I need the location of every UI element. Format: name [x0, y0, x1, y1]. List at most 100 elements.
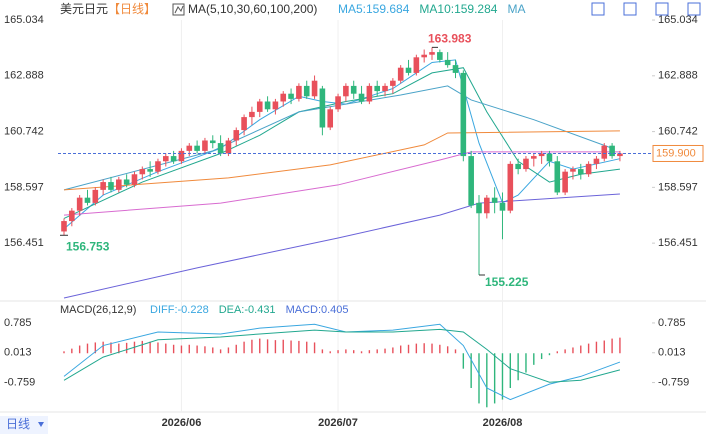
candle-body: [139, 169, 146, 175]
high-annotation: 163.983: [428, 32, 472, 46]
candle-body: [593, 158, 600, 164]
line: [63, 323, 621, 401]
candle-body: [162, 156, 169, 162]
candle-body: [421, 54, 427, 58]
candle-body: [538, 153, 545, 157]
candle-body: [484, 197, 490, 214]
tool-button[interactable]: [623, 2, 637, 16]
low-annotation: 155.225: [485, 275, 529, 289]
candle-body: [108, 182, 114, 190]
y-tick-label: 0.013: [658, 347, 686, 359]
y-tick-label: 165.034: [658, 14, 698, 26]
candle-body: [366, 85, 373, 102]
line: [63, 59, 621, 230]
candle-body: [546, 153, 553, 162]
candle-body: [343, 85, 349, 97]
candle-body: [61, 221, 67, 232]
candle-body: [225, 140, 232, 154]
candle-body: [155, 161, 161, 172]
candle-body: [444, 59, 451, 66]
candle-body: [429, 52, 435, 55]
tool-button[interactable]: [687, 2, 701, 16]
candle-body: [499, 202, 506, 211]
candle-body: [491, 197, 498, 203]
candle-body: [460, 72, 467, 157]
tool-button[interactable]: [655, 2, 669, 16]
candle-body: [397, 67, 404, 81]
line: [63, 151, 620, 216]
candle-body: [554, 161, 561, 193]
candle-body: [303, 85, 310, 97]
period-tab[interactable]: 日线: [0, 416, 48, 434]
candle-body: [296, 85, 302, 99]
period: 【日线】: [108, 2, 156, 16]
candle-body: [382, 85, 388, 92]
candle-body: [100, 182, 106, 190]
candle-body: [562, 171, 568, 193]
low-annotation: 156.753: [66, 239, 110, 253]
candle-body: [319, 88, 326, 128]
candle-body: [131, 174, 138, 185]
candle-body: [476, 202, 482, 214]
y-tick-label: 158.597: [4, 181, 44, 193]
candle-body: [437, 52, 443, 60]
y-tick-label: -0.759: [658, 376, 689, 388]
candle-body: [116, 179, 122, 190]
current-price-box: [652, 144, 704, 162]
candle-body: [217, 143, 224, 154]
candle-body: [601, 145, 608, 159]
legend-entry: MA5:159.684: [338, 2, 410, 16]
candle-body: [523, 158, 529, 170]
candle-body: [358, 93, 365, 102]
candle-body: [280, 93, 287, 102]
period-tab-label: 日线: [6, 417, 30, 431]
legend-entry: MA: [507, 2, 525, 16]
candle-body: [452, 65, 459, 73]
candle-body: [390, 80, 396, 86]
x-tick-label: 2026/08: [483, 417, 523, 429]
candle-body: [123, 179, 130, 185]
legend-entry: MA10:159.284: [419, 2, 497, 16]
candle-body: [194, 145, 200, 151]
y-tick-label: 162.888: [4, 70, 44, 82]
candle-body: [507, 163, 514, 211]
line: [63, 67, 620, 219]
indicator-icon[interactable]: [172, 3, 185, 16]
y-tick-label: 160.742: [4, 126, 44, 138]
candle-body: [202, 140, 208, 151]
candle-body: [350, 85, 357, 94]
candle-body: [264, 101, 271, 110]
candle-body: [186, 145, 193, 151]
y-tick-label: 0.785: [658, 317, 686, 329]
y-tick-label: 156.451: [658, 237, 698, 249]
toolbar: [591, 2, 701, 16]
candle-body: [147, 169, 153, 172]
macd-title: MACD(26,12,9): [60, 304, 136, 316]
candle-body: [272, 101, 279, 110]
candle-body: [335, 96, 341, 110]
tool-button[interactable]: [591, 2, 605, 16]
y-tick-label: 0.785: [4, 317, 32, 329]
candle-body: [233, 130, 240, 141]
candle-body: [288, 93, 294, 99]
legend-entry: MACD:0.405: [286, 304, 349, 316]
candle-body: [515, 163, 521, 170]
symbol-title: 美元日元: [60, 2, 108, 16]
x-tick-label: 2026/06: [162, 417, 202, 429]
legend-entry: DIFF:-0.228: [150, 304, 209, 316]
candle-body: [209, 140, 216, 144]
candle-body: [249, 111, 255, 118]
candle-body: [405, 67, 412, 73]
y-tick-label: -0.759: [4, 376, 35, 388]
candle-body: [413, 57, 420, 73]
candle-body: [311, 80, 318, 97]
candle-body: [570, 169, 576, 172]
y-tick-label: 162.888: [658, 70, 698, 82]
candle-body: [170, 156, 177, 162]
y-tick-label: 160.742: [658, 126, 698, 138]
candle-body: [531, 156, 537, 159]
candle-body: [178, 150, 185, 162]
y-tick-label: 158.597: [658, 181, 698, 193]
candle-body: [617, 153, 623, 157]
